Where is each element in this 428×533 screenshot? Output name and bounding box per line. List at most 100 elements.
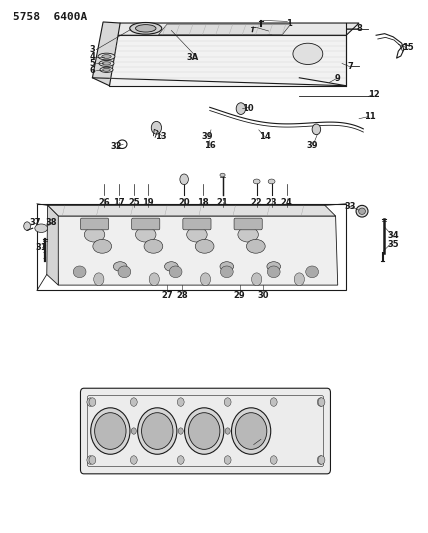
Text: 20: 20 — [178, 198, 190, 207]
Text: 28: 28 — [176, 291, 188, 300]
Ellipse shape — [164, 262, 178, 271]
Text: 34: 34 — [387, 231, 399, 240]
Circle shape — [317, 456, 324, 464]
Text: 3: 3 — [89, 45, 95, 54]
Circle shape — [177, 398, 184, 406]
Circle shape — [224, 398, 231, 406]
Ellipse shape — [268, 266, 280, 278]
Circle shape — [87, 398, 94, 406]
Text: 22: 22 — [251, 198, 262, 207]
Text: 12: 12 — [368, 90, 380, 99]
Text: 16: 16 — [204, 141, 216, 150]
Ellipse shape — [268, 179, 275, 184]
Ellipse shape — [93, 239, 112, 253]
Circle shape — [87, 456, 94, 464]
Circle shape — [200, 273, 211, 286]
Text: 7: 7 — [348, 62, 354, 71]
Text: 15: 15 — [402, 43, 414, 52]
Circle shape — [151, 122, 161, 134]
Text: 9: 9 — [335, 74, 341, 83]
Text: 5758  6400A: 5758 6400A — [14, 12, 88, 22]
Text: 13: 13 — [155, 132, 166, 141]
Ellipse shape — [181, 179, 187, 184]
Circle shape — [89, 456, 96, 464]
Ellipse shape — [130, 22, 162, 34]
Ellipse shape — [306, 266, 318, 278]
Text: 14: 14 — [259, 132, 271, 141]
Ellipse shape — [195, 239, 214, 253]
Text: 39: 39 — [306, 141, 318, 150]
Ellipse shape — [188, 413, 220, 449]
Ellipse shape — [359, 208, 366, 214]
Ellipse shape — [136, 25, 156, 32]
Text: 33: 33 — [345, 202, 356, 211]
Ellipse shape — [84, 227, 105, 242]
Ellipse shape — [98, 53, 115, 60]
Text: 35: 35 — [387, 240, 399, 249]
FancyBboxPatch shape — [183, 218, 211, 230]
Ellipse shape — [169, 266, 182, 278]
Circle shape — [178, 428, 183, 434]
Text: 39: 39 — [202, 132, 213, 141]
Polygon shape — [48, 205, 336, 216]
Polygon shape — [110, 35, 346, 86]
Text: 2: 2 — [267, 28, 272, 37]
Circle shape — [149, 273, 159, 286]
Text: 36: 36 — [247, 440, 258, 449]
Ellipse shape — [138, 408, 177, 454]
Circle shape — [317, 398, 324, 406]
Ellipse shape — [247, 239, 265, 253]
Circle shape — [180, 174, 188, 184]
Circle shape — [294, 273, 304, 286]
FancyBboxPatch shape — [132, 218, 160, 230]
Text: 27: 27 — [161, 291, 173, 300]
Text: 24: 24 — [281, 198, 292, 207]
Ellipse shape — [102, 55, 111, 59]
Circle shape — [177, 456, 184, 464]
Circle shape — [312, 124, 321, 135]
Text: 21: 21 — [217, 198, 229, 207]
Polygon shape — [110, 23, 359, 35]
Ellipse shape — [232, 408, 271, 454]
Circle shape — [225, 428, 230, 434]
Ellipse shape — [267, 262, 280, 271]
Ellipse shape — [184, 408, 224, 454]
Text: 18: 18 — [198, 198, 209, 207]
Text: 1: 1 — [286, 19, 291, 28]
Ellipse shape — [220, 262, 234, 271]
Text: 26: 26 — [98, 198, 110, 207]
Text: 23: 23 — [266, 198, 277, 207]
Ellipse shape — [238, 227, 259, 242]
Ellipse shape — [293, 43, 323, 64]
Ellipse shape — [113, 262, 127, 271]
Ellipse shape — [91, 408, 130, 454]
Polygon shape — [92, 22, 120, 86]
Ellipse shape — [102, 62, 111, 65]
Circle shape — [89, 398, 96, 406]
Circle shape — [252, 273, 262, 286]
Ellipse shape — [95, 413, 126, 449]
Circle shape — [24, 222, 30, 230]
Text: 10: 10 — [242, 104, 254, 113]
Polygon shape — [158, 24, 291, 35]
Ellipse shape — [187, 227, 207, 242]
Ellipse shape — [73, 266, 86, 278]
Text: 29: 29 — [234, 291, 245, 300]
Circle shape — [131, 398, 137, 406]
Polygon shape — [47, 205, 58, 285]
Circle shape — [236, 103, 246, 115]
Ellipse shape — [136, 227, 156, 242]
Circle shape — [94, 273, 104, 286]
Ellipse shape — [103, 68, 110, 71]
Text: 32: 32 — [110, 142, 122, 151]
Ellipse shape — [220, 266, 233, 278]
Bar — [37, 204, 346, 290]
Text: 25: 25 — [128, 198, 140, 207]
Circle shape — [270, 398, 277, 406]
Text: 6: 6 — [89, 66, 95, 75]
Text: 3A: 3A — [187, 53, 199, 62]
Ellipse shape — [142, 413, 173, 449]
Ellipse shape — [99, 60, 114, 67]
Text: 31: 31 — [36, 244, 47, 253]
Text: 8: 8 — [356, 24, 362, 33]
